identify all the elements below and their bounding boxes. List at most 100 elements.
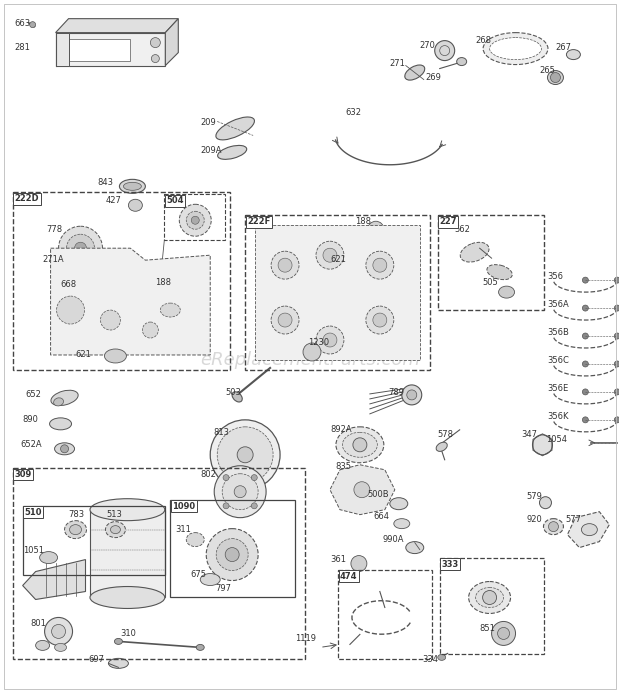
- Text: 268: 268: [476, 35, 492, 44]
- Polygon shape: [91, 509, 166, 597]
- Polygon shape: [51, 248, 210, 355]
- Text: 222D: 222D: [15, 194, 39, 203]
- Text: 892A: 892A: [330, 425, 352, 434]
- Ellipse shape: [547, 71, 564, 85]
- Ellipse shape: [50, 418, 71, 430]
- Text: 890: 890: [23, 415, 38, 424]
- Text: 851: 851: [480, 624, 495, 633]
- Circle shape: [614, 417, 620, 423]
- Polygon shape: [330, 465, 395, 515]
- Circle shape: [58, 226, 102, 270]
- Circle shape: [316, 241, 344, 269]
- Ellipse shape: [218, 146, 247, 159]
- Circle shape: [66, 234, 94, 262]
- Ellipse shape: [405, 542, 423, 554]
- Text: 334: 334: [423, 656, 439, 665]
- Text: eReplacementParts.com: eReplacementParts.com: [200, 351, 420, 369]
- Text: 356C: 356C: [547, 356, 569, 365]
- Circle shape: [234, 486, 246, 498]
- Circle shape: [100, 310, 120, 330]
- Ellipse shape: [69, 525, 81, 534]
- Ellipse shape: [161, 303, 180, 317]
- Polygon shape: [23, 559, 86, 599]
- Circle shape: [215, 466, 266, 518]
- Ellipse shape: [200, 574, 220, 586]
- Circle shape: [614, 361, 620, 367]
- Ellipse shape: [336, 427, 384, 463]
- Ellipse shape: [582, 524, 597, 536]
- Circle shape: [271, 251, 299, 279]
- Circle shape: [549, 522, 559, 532]
- Circle shape: [582, 333, 588, 339]
- Ellipse shape: [115, 638, 122, 644]
- Text: 813: 813: [213, 428, 229, 437]
- Text: 621: 621: [330, 255, 346, 264]
- Ellipse shape: [120, 179, 145, 193]
- Text: 920: 920: [526, 515, 542, 524]
- Text: 579: 579: [526, 492, 542, 501]
- Circle shape: [217, 427, 273, 483]
- Circle shape: [582, 361, 588, 367]
- Circle shape: [407, 390, 417, 400]
- Text: 271A: 271A: [43, 255, 64, 264]
- Circle shape: [551, 73, 560, 82]
- Text: 990A: 990A: [383, 534, 404, 543]
- Circle shape: [225, 547, 239, 561]
- Text: 1119: 1119: [295, 634, 316, 643]
- Circle shape: [74, 243, 87, 254]
- Ellipse shape: [55, 443, 74, 455]
- Ellipse shape: [30, 21, 35, 28]
- Text: 265: 265: [539, 66, 556, 75]
- Polygon shape: [255, 225, 420, 360]
- Polygon shape: [567, 511, 609, 547]
- Text: 577: 577: [565, 515, 582, 524]
- Text: 578: 578: [438, 430, 454, 439]
- Circle shape: [492, 622, 516, 645]
- Text: 789: 789: [388, 388, 404, 397]
- Text: 835: 835: [335, 462, 351, 471]
- Text: 427: 427: [105, 196, 122, 205]
- Text: 311: 311: [175, 525, 191, 534]
- Circle shape: [82, 284, 99, 300]
- Text: 222F: 222F: [247, 218, 270, 226]
- Text: 356A: 356A: [547, 300, 569, 309]
- Polygon shape: [56, 33, 166, 66]
- Text: 843: 843: [97, 178, 113, 187]
- Text: 309: 309: [15, 470, 32, 479]
- Circle shape: [51, 624, 66, 638]
- Circle shape: [251, 503, 257, 509]
- Ellipse shape: [232, 392, 242, 402]
- Text: 188: 188: [355, 218, 371, 226]
- Circle shape: [151, 55, 159, 62]
- Circle shape: [323, 333, 337, 347]
- Circle shape: [435, 41, 454, 60]
- Circle shape: [366, 251, 394, 279]
- Ellipse shape: [128, 200, 143, 211]
- Circle shape: [186, 211, 204, 229]
- Ellipse shape: [105, 522, 125, 538]
- Circle shape: [614, 305, 620, 311]
- Circle shape: [482, 590, 497, 604]
- Circle shape: [582, 277, 588, 283]
- Ellipse shape: [90, 586, 165, 608]
- Ellipse shape: [64, 520, 87, 538]
- Text: 783: 783: [69, 509, 85, 518]
- Polygon shape: [56, 33, 69, 66]
- Circle shape: [614, 333, 620, 339]
- Circle shape: [303, 343, 321, 361]
- Ellipse shape: [197, 644, 204, 651]
- Text: 797: 797: [215, 584, 231, 593]
- Ellipse shape: [498, 286, 515, 298]
- Circle shape: [206, 529, 258, 581]
- Text: 652A: 652A: [20, 440, 42, 449]
- Text: 1230: 1230: [308, 338, 329, 347]
- Text: 663: 663: [15, 19, 31, 28]
- Text: 267: 267: [556, 42, 572, 51]
- Circle shape: [368, 221, 384, 237]
- Text: 271: 271: [390, 59, 405, 68]
- Text: 668: 668: [61, 280, 77, 289]
- Circle shape: [56, 296, 84, 324]
- Ellipse shape: [123, 182, 141, 191]
- Ellipse shape: [469, 581, 510, 613]
- Polygon shape: [56, 19, 179, 33]
